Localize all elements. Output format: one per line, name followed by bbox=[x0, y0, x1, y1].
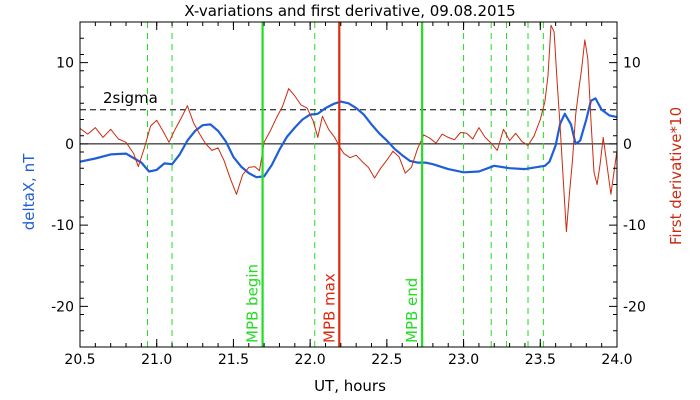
marker-label-mpb-end: MPB end bbox=[403, 278, 421, 343]
plot-frame bbox=[79, 21, 618, 348]
x-axis-label: UT, hours bbox=[314, 377, 386, 395]
y-tick-label-right: 10 bbox=[623, 56, 641, 72]
plot-area: 2sigma bbox=[80, 22, 617, 347]
x-tick-label: 23.5 bbox=[525, 352, 556, 368]
x-tick-label: 22.5 bbox=[371, 352, 402, 368]
series-line-derivative bbox=[79, 24, 618, 233]
x-tick-label: 21.0 bbox=[141, 352, 172, 368]
chart-title: X-variations and first derivative, 09.08… bbox=[184, 2, 515, 20]
sigma-label: 2sigma bbox=[103, 89, 158, 107]
y-tick-label-left: 0 bbox=[65, 137, 74, 153]
y-tick-label-right: 0 bbox=[623, 137, 632, 153]
marker-label-mpb-begin: MPB begin bbox=[244, 264, 262, 343]
y-axis-label-right: First derivative*10 bbox=[667, 107, 685, 245]
x-tick-label: 21.5 bbox=[218, 352, 249, 368]
x-tick-label: 24.0 bbox=[601, 352, 632, 368]
y-tick-label-left: -10 bbox=[51, 218, 74, 234]
x-tick-label: 20.5 bbox=[64, 352, 95, 368]
chart-marks: MPB begin MPB max MPB end bbox=[79, 22, 618, 347]
y-tick-label-left: 10 bbox=[56, 56, 74, 72]
y-tick-label-right: -20 bbox=[623, 299, 646, 315]
y-axis-label-left: deltaX, nT bbox=[20, 153, 38, 230]
x-tick-label: 23.0 bbox=[448, 352, 479, 368]
y-tick-label-left: -20 bbox=[51, 299, 74, 315]
series-line-deltaX bbox=[79, 97, 618, 179]
x-tick-label: 22.0 bbox=[295, 352, 326, 368]
axes: 20.5 21.0 21.5 22.0 22.5 23.0 23.5 24.0 -20 -20 -1… bbox=[51, 21, 646, 368]
y-tick-label-right: -10 bbox=[623, 218, 646, 234]
marker-label-mpb-max: MPB max bbox=[320, 273, 338, 343]
